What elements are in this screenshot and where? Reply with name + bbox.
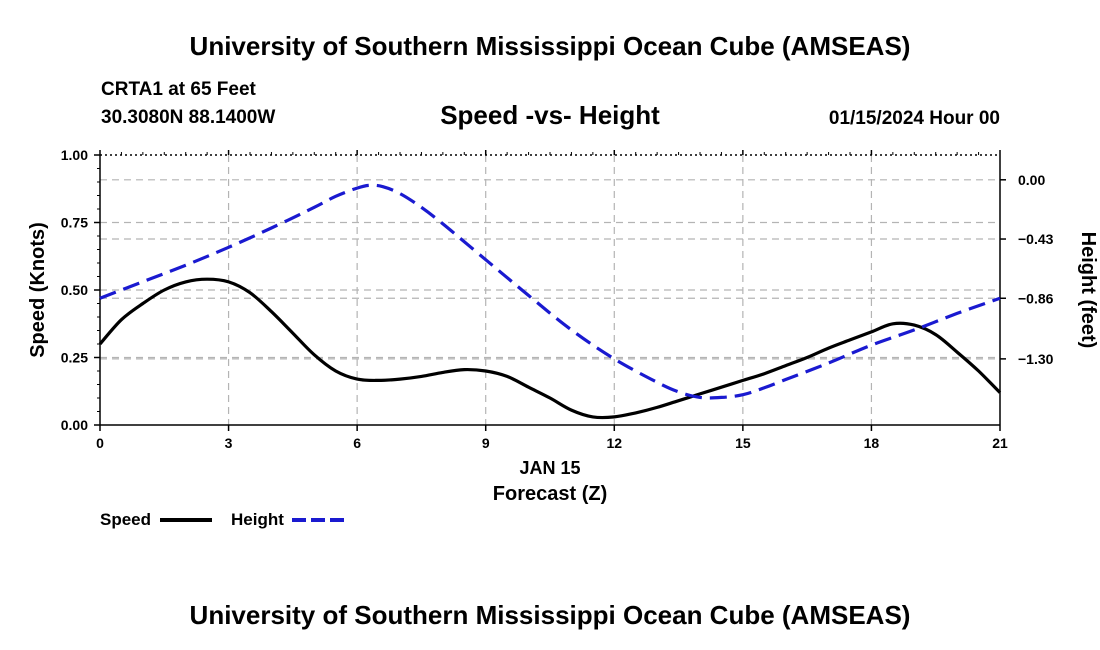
x-axis-date: JAN 15 bbox=[519, 458, 580, 478]
x-tick-label: 0 bbox=[96, 435, 104, 451]
x-tick-label: 15 bbox=[735, 435, 751, 451]
x-axis-title: Forecast (Z) bbox=[493, 483, 607, 505]
x-tick-label: 21 bbox=[992, 435, 1008, 451]
x-tick-label: 9 bbox=[482, 435, 490, 451]
y-tick-label: 0.75 bbox=[61, 215, 88, 231]
legend-height-label: Height bbox=[231, 510, 284, 529]
legend-speed-label: Speed bbox=[100, 510, 151, 529]
height-series-line bbox=[99, 183, 1001, 400]
top-title: University of Southern Mississippi Ocean… bbox=[190, 31, 911, 61]
y2-tick-label: −0.86 bbox=[1018, 290, 1054, 306]
speed-series-line bbox=[98, 277, 1002, 420]
x-tick-label: 12 bbox=[606, 435, 622, 451]
y2-tick-label: −1.30 bbox=[1018, 351, 1054, 367]
y-tick-label: 0.50 bbox=[61, 282, 88, 298]
bottom-title: University of Southern Mississippi Ocean… bbox=[190, 600, 911, 630]
coordinates-label: 30.3080N 88.1400W bbox=[101, 107, 275, 128]
y2-axis-title: Height (feet) bbox=[1077, 232, 1099, 349]
station-label: CRTA1 at 65 Feet bbox=[101, 79, 257, 100]
y-axis-title: Speed (Knots) bbox=[27, 222, 49, 358]
x-tick-label: 6 bbox=[353, 435, 361, 451]
plot-area: 0 3 6 9 12 15 18 21 0.00 0.25 0.50 0.75 1.00 0.00 −0.4… bbox=[61, 147, 1054, 451]
forecast-datetime: 01/15/2024 Hour 00 bbox=[829, 108, 1000, 129]
chart-subtitle: Speed -vs- Height bbox=[440, 100, 660, 130]
y2-tick-label: −0.43 bbox=[1018, 231, 1054, 247]
y-tick-label: 1.00 bbox=[61, 147, 88, 163]
x-tick-label: 3 bbox=[225, 435, 233, 451]
y-tick-label: 0.25 bbox=[61, 350, 88, 366]
x-tick-label: 18 bbox=[864, 435, 880, 451]
y2-tick-label: 0.00 bbox=[1018, 172, 1045, 188]
legend: Speed Height bbox=[100, 510, 344, 529]
y-tick-label: 0.00 bbox=[61, 417, 88, 433]
